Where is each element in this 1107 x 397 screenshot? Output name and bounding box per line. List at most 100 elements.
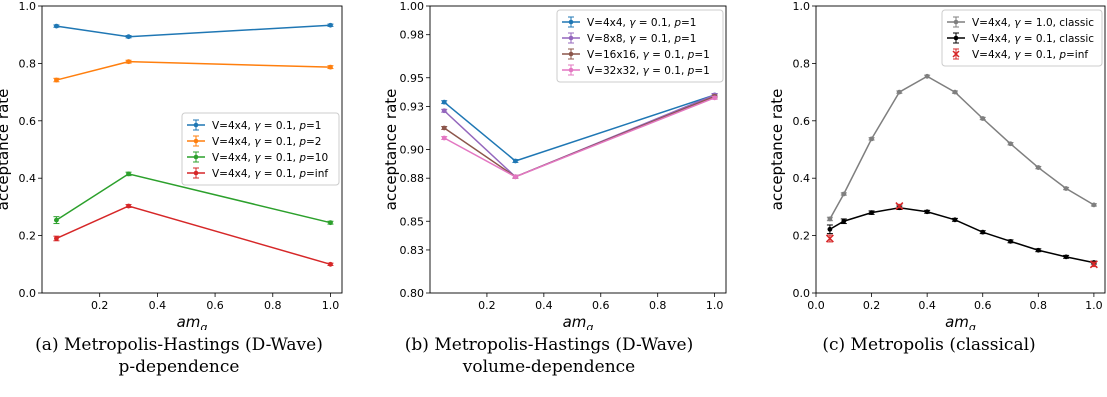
data-point <box>512 158 518 164</box>
legend-box <box>181 112 340 186</box>
data-point <box>126 171 131 177</box>
y-tick-label: 1.0 <box>19 0 37 13</box>
legend-label: V=4x4, γ = 0.1, p=10 <box>212 152 328 164</box>
data-point <box>54 23 59 29</box>
y-tick-label: 0.6 <box>19 115 37 128</box>
series-3 <box>53 171 334 226</box>
legend-swatch <box>952 50 960 58</box>
series-1 <box>441 92 718 164</box>
y-tick-label: 1.0 <box>793 0 811 13</box>
data-point <box>441 125 447 131</box>
legend-swatch <box>568 35 574 41</box>
y-tick-label: 0.85 <box>400 215 425 228</box>
data-point <box>441 135 447 141</box>
series-2 <box>53 59 334 83</box>
data-point <box>441 108 447 114</box>
series-line <box>56 205 331 266</box>
data-point <box>827 216 833 222</box>
data-point <box>924 73 930 79</box>
legend-label: V=4x4, γ = 0.1, classic <box>972 33 1094 45</box>
data-point <box>126 59 131 65</box>
series-3 <box>441 94 718 180</box>
data-point <box>1035 165 1041 170</box>
data-point <box>924 209 930 215</box>
series-4 <box>441 95 718 180</box>
series-line <box>56 60 331 81</box>
plot-frame <box>41 5 343 294</box>
data-point <box>1091 202 1097 208</box>
x-tick-label: 0.6 <box>592 299 610 312</box>
data-point <box>896 89 902 95</box>
chart-panel-1: 0.0 0.2 0.4 0.6 0.8 1.0 0.2 0.4 0.6 0.8 1.0 amq acce… <box>0 0 343 330</box>
x-axis-label: amq <box>177 313 208 330</box>
data-point <box>841 218 847 224</box>
data-point <box>328 261 333 267</box>
data-point <box>54 236 59 241</box>
y-tick-label: 0.98 <box>400 29 425 42</box>
y-tick-label: 0.2 <box>793 230 811 243</box>
series-line <box>443 97 715 178</box>
legend-swatch <box>193 154 199 160</box>
y-tick-label: 0.4 <box>19 172 37 185</box>
x-tick-label: 0.6 <box>974 299 992 312</box>
series-2 <box>441 92 718 180</box>
data-point <box>126 34 131 40</box>
x-tick-label: 0.2 <box>91 299 109 312</box>
caption-c-line1: (c) Metropolis (classical) <box>822 335 1036 355</box>
x-tick-label: 0.4 <box>535 299 553 312</box>
legend-swatch <box>953 35 959 41</box>
data-point <box>1089 260 1098 269</box>
y-axis-label: acceptance rate <box>382 89 400 211</box>
data-point <box>712 95 718 101</box>
x-tick-label: 1.0 <box>1085 299 1103 312</box>
legend-label: V=4x4, γ = 0.1, p=1 <box>587 17 696 29</box>
data-point <box>952 217 958 223</box>
legend-swatch <box>193 138 199 144</box>
y-tick-label: 0.8 <box>19 57 37 70</box>
y-tick-label: 0.2 <box>19 230 37 243</box>
x-tick-label: 0.2 <box>863 299 881 312</box>
y-tick-label: 0.8 <box>793 57 811 70</box>
legend-label: V=4x4, γ = 0.1, p=1 <box>212 120 321 132</box>
data-point <box>54 217 59 223</box>
data-point <box>895 202 904 211</box>
y-tick-label: 0.0 <box>793 287 811 300</box>
x-tick-label: 0.8 <box>264 299 282 312</box>
plot-frame <box>429 5 727 294</box>
y-tick-label: 1.00 <box>400 0 425 13</box>
data-point <box>1008 141 1013 147</box>
legend: V=4x4, γ = 0.1, p=1 V=4x4, γ = 0.1, p=2 V=… <box>181 112 340 186</box>
chart-panel-2: 0.80 0.83 0.85 0.88 0.90 0.93 0.95 0.98 1.00 0.2 0… <box>382 0 727 330</box>
data-point <box>869 210 874 216</box>
data-point <box>825 234 834 243</box>
caption-b-line2: volume-dependence <box>462 357 636 377</box>
legend-swatch <box>568 51 574 57</box>
data-point <box>54 77 59 83</box>
data-point <box>841 191 847 197</box>
y-tick-label: 0.93 <box>400 100 425 113</box>
x-axis-label: amq <box>563 313 594 330</box>
data-point <box>1063 186 1069 191</box>
y-tick-label: 0.80 <box>400 287 425 300</box>
x-tick-label: 1.0 <box>322 299 340 312</box>
data-point <box>980 116 986 121</box>
data-point <box>441 99 447 105</box>
series-3 <box>825 202 1098 269</box>
caption-c: (c) Metropolis (classical) <box>764 334 1094 356</box>
series-1 <box>53 22 334 40</box>
legend-label: V=16x16, γ = 0.1, p=1 <box>587 49 710 61</box>
legend-swatch <box>568 67 574 73</box>
data-point <box>952 89 958 95</box>
data-point <box>328 220 333 226</box>
legend-label: V=4x4, γ = 1.0, classic <box>972 17 1094 29</box>
legend-label: V=4x4, γ = 0.1, p=2 <box>212 136 321 148</box>
data-point <box>328 64 333 70</box>
data-point <box>1035 247 1041 253</box>
legend-swatch <box>953 19 959 25</box>
data-point <box>980 229 986 235</box>
series-line <box>829 75 1095 220</box>
caption-b-line1: (b) Metropolis-Hastings (D-Wave) <box>404 335 694 355</box>
y-tick-label: 0.0 <box>19 287 37 300</box>
caption-a-line1: (a) Metropolis-Hastings (D-Wave) <box>35 335 323 355</box>
data-point <box>1063 254 1069 260</box>
